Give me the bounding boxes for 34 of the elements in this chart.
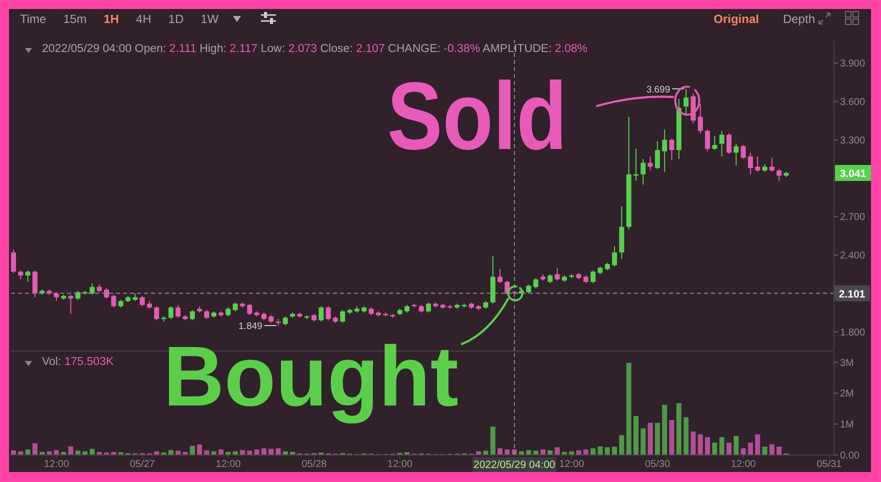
text: 15m (63, 11, 87, 27)
x-tick-label: 12:00 (730, 459, 756, 470)
y-tick-label: 2M (840, 388, 854, 400)
y-tick-label: 3M (840, 358, 854, 369)
text: 4H (136, 11, 152, 27)
y-tick-label: 3.900 (840, 58, 866, 70)
x-tick-label: 05/30 (645, 459, 670, 470)
annotation: Sold (387, 62, 596, 170)
annotation: 3.699 (646, 84, 670, 96)
y-tick-label: 1M (840, 420, 854, 431)
text: 1H (104, 11, 119, 27)
text: 1W (200, 11, 219, 27)
y-tick-label: 2.700 (840, 212, 866, 224)
x-tick-label: 05/27 (130, 459, 156, 470)
x-tick-label: 05/28 (302, 459, 328, 470)
ref-line-label: 2022/05/29 04:00 (474, 459, 556, 471)
text: Depth (782, 11, 815, 27)
text: Time (20, 11, 46, 27)
text: 3.041 (840, 168, 866, 180)
x-tick-label: 12:00 (559, 459, 585, 470)
y-tick-label: 3.600 (840, 96, 866, 108)
text: Original (714, 11, 759, 27)
text: 1D (168, 11, 184, 27)
y-tick-label: 1.800 (840, 327, 866, 338)
x-tick-label: 12:00 (44, 459, 70, 470)
y-tick-label: 2.400 (840, 250, 866, 262)
y-tick-label: 3.300 (840, 135, 866, 146)
ref-line-label: 2.101 (838, 288, 866, 300)
x-tick-label: 12:00 (216, 459, 242, 470)
x-tick-label: 12:00 (387, 459, 413, 470)
text: 2022/05/29 04:00 Open: 2.111 High: 2.117 Low: 2.073 Close: 2.107 CHANGE: -0.38% AMPLITUDE: 2.08% (42, 43, 588, 55)
y-tick-label: 0.00 (840, 450, 860, 462)
x-tick-label: 05/31 (816, 459, 842, 470)
chart-title: Vol: 175.503K (42, 356, 114, 368)
